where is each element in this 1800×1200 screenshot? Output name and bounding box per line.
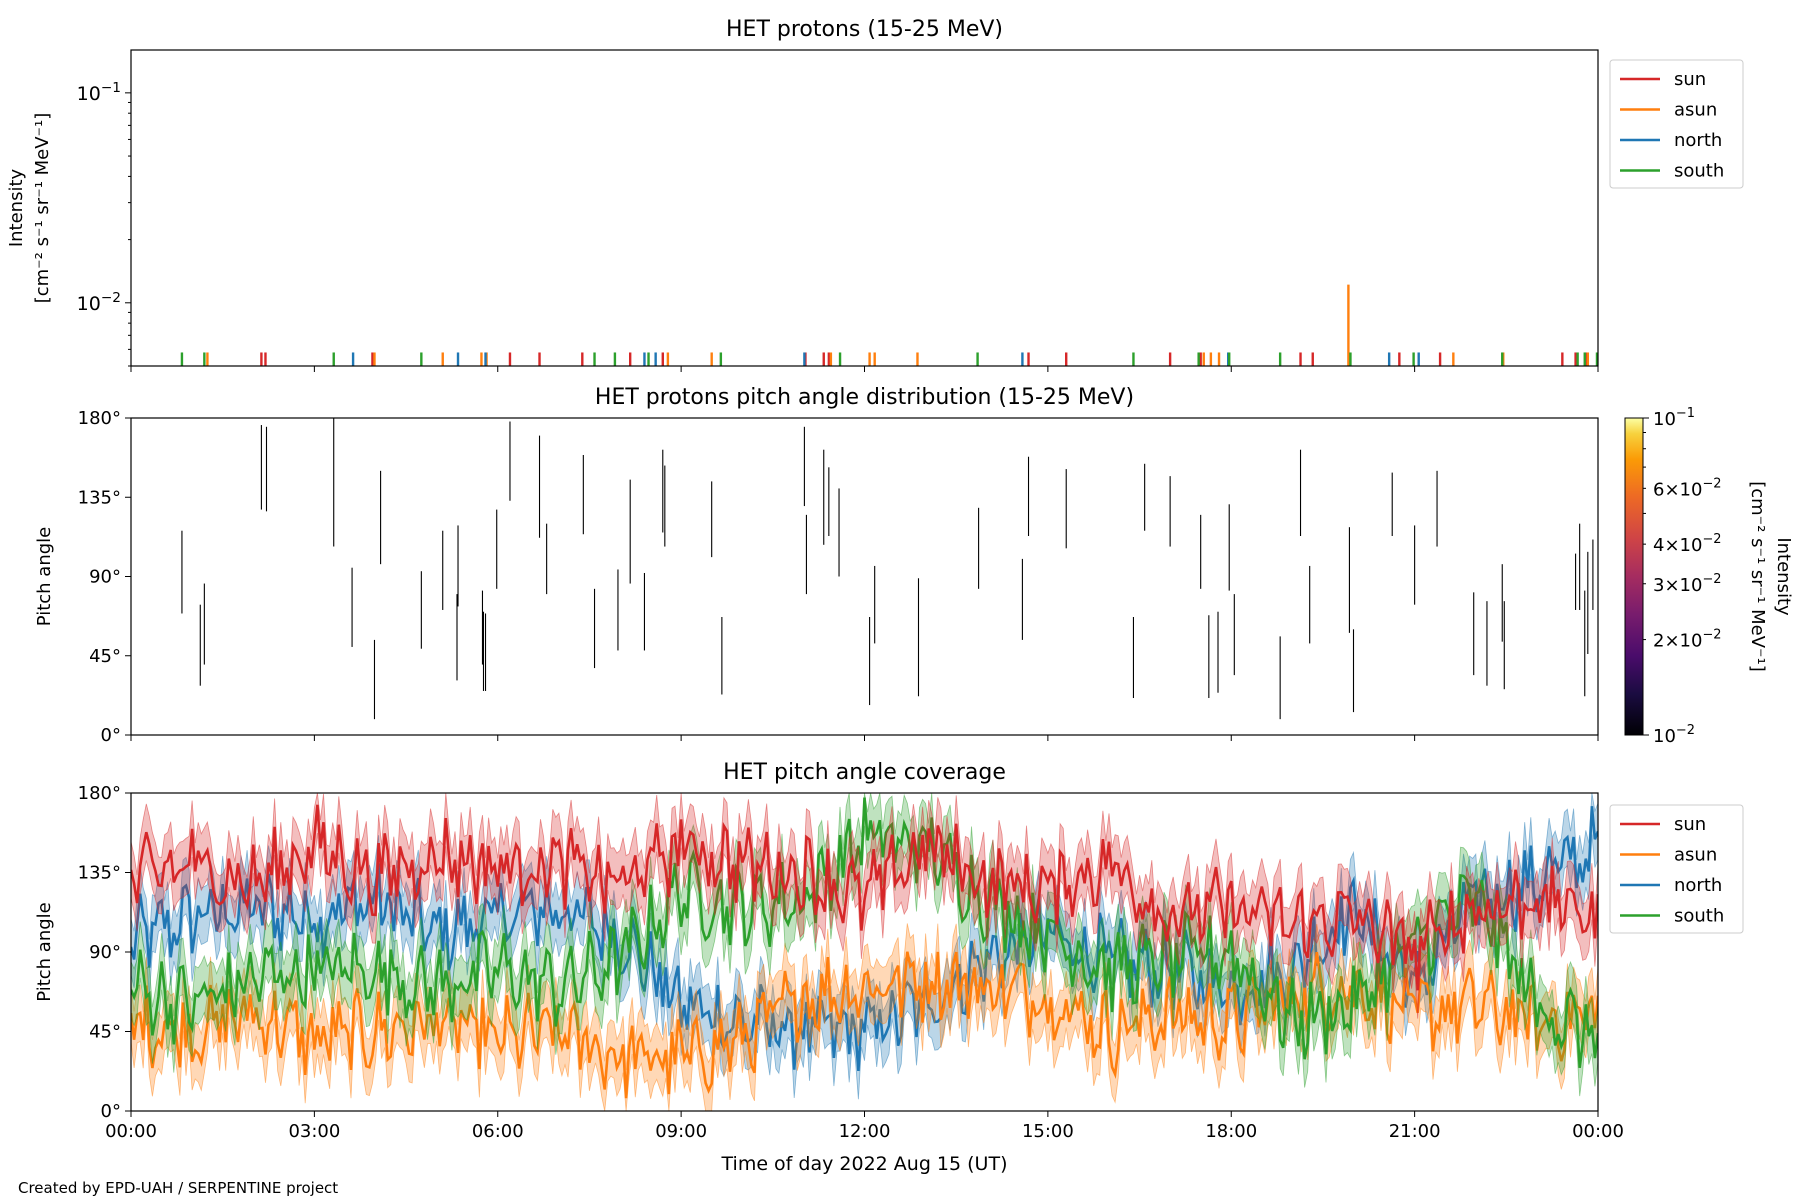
y-tick-label: 180° — [78, 783, 121, 804]
y-tick-label: 45° — [89, 1022, 121, 1043]
panel1-frame — [130, 49, 1599, 367]
colorbar-tick-label: 4×10−2 — [1653, 532, 1722, 556]
panel2-title: HET protons pitch angle distribution (15… — [595, 385, 1134, 410]
colorbar-label-units: [cm⁻² s⁻¹ sr⁻¹ MeV⁻¹] — [1747, 481, 1768, 672]
legend-label-south: south — [1674, 161, 1724, 182]
legend-label-sun: sun — [1674, 69, 1706, 90]
x-tick-label: 00:00 — [105, 1121, 157, 1142]
panel3-plot-area — [131, 793, 1598, 1111]
colorbar-tick-label: 2×10−2 — [1653, 628, 1722, 652]
y-tick-label: 10−1 — [77, 80, 121, 105]
legend-label-north: north — [1674, 875, 1722, 896]
x-tick-label: 03:00 — [288, 1121, 340, 1142]
colorbar-tick-label: 6×10−2 — [1653, 476, 1722, 500]
x-axis-label: Time of day 2022 Aug 15 (UT) — [721, 1153, 1008, 1175]
coverage-line-sun — [131, 804, 1598, 991]
colorbar-label: Intensity — [1773, 537, 1794, 616]
x-tick-label: 18:00 — [1205, 1121, 1257, 1142]
panel3-title: HET pitch angle coverage — [723, 760, 1006, 785]
y-axis-label: Intensity — [6, 168, 27, 247]
y-tick-label: 90° — [89, 942, 121, 963]
panel-intensity: HET protons (15-25 MeV) 10−1 10−2 Intensity… — [6, 17, 1744, 372]
coverage-line-asun — [131, 951, 1598, 1099]
panel-pitch-angle-distribution: HET protons pitch angle distribution (15… — [34, 385, 1794, 747]
legend-label-sun: sun — [1674, 814, 1706, 835]
y-tick-label: 0° — [101, 725, 121, 746]
panel1-title: HET protons (15-25 MeV) — [726, 17, 1003, 42]
y-axis-label: Pitch angle — [34, 527, 55, 626]
coverage-band-south — [131, 793, 1598, 1097]
x-tick-label: 15:00 — [1022, 1121, 1074, 1142]
colorbar — [1624, 417, 1644, 736]
y-tick-label: 90° — [89, 567, 121, 588]
coverage-line-south — [131, 797, 1598, 1068]
y-tick-label: 135° — [78, 487, 121, 508]
colorbar-tick-label: 10−1 — [1653, 406, 1695, 430]
legend-label-south: south — [1674, 906, 1724, 927]
y-tick-label: 45° — [89, 646, 121, 667]
y-tick-label: 135° — [78, 863, 121, 884]
x-tick-label: 00:00 — [1572, 1121, 1624, 1142]
y-axis-label: Pitch angle — [34, 902, 55, 1001]
panel-pitch-angle-coverage: HET pitch angle coverage 00:00 03:00 06:00 0… — [34, 760, 1744, 1175]
y-tick-label: 0° — [101, 1101, 121, 1122]
credit-text: Created by EPD-UAH / SERPENTINE project — [18, 1179, 339, 1197]
x-tick-label: 12:00 — [839, 1121, 891, 1142]
legend-box — [1609, 804, 1744, 934]
legend-label-north: north — [1674, 130, 1722, 151]
y-tick-label: 10−2 — [77, 290, 121, 315]
x-tick-label: 09:00 — [655, 1121, 707, 1142]
x-tick-label: 21:00 — [1389, 1121, 1441, 1142]
legend-box — [1609, 59, 1744, 189]
y-axis-label-units: [cm⁻² s⁻¹ sr⁻¹ MeV⁻¹] — [32, 113, 53, 304]
x-tick-label: 06:00 — [472, 1121, 524, 1142]
legend-label-asun: asun — [1674, 100, 1717, 121]
y-tick-label: 180° — [78, 408, 121, 429]
colorbar-tick-label: 3×10−2 — [1653, 572, 1722, 596]
coverage-band-asun — [131, 923, 1598, 1111]
colorbar-tick-label: 10−2 — [1653, 723, 1695, 747]
panel2-frame — [130, 417, 1599, 736]
legend-label-asun: asun — [1674, 845, 1717, 866]
